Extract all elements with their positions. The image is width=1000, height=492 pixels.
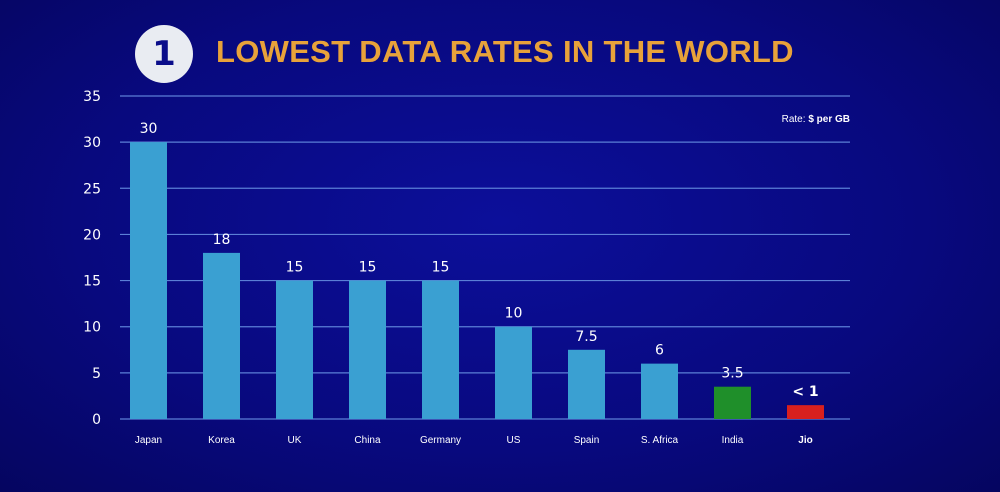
rate-note-unit: $ per GB bbox=[808, 114, 850, 125]
data-label: 15 bbox=[359, 260, 377, 276]
x-tick-label: UK bbox=[288, 435, 302, 446]
x-tick-label: S. Africa bbox=[641, 435, 679, 446]
y-tick-label: 30 bbox=[83, 135, 101, 151]
bar-china bbox=[349, 280, 386, 419]
slide-number-badge: 1 bbox=[135, 25, 193, 83]
data-label: 18 bbox=[213, 232, 231, 248]
data-label: 15 bbox=[286, 260, 304, 276]
y-axis-ticks: 0 5 10 15 20 25 30 35 bbox=[83, 89, 101, 428]
x-tick-label: Jio bbox=[798, 435, 812, 446]
data-label: 30 bbox=[140, 121, 158, 137]
bar-jio bbox=[787, 405, 824, 419]
data-label: 6 bbox=[655, 343, 664, 359]
rate-unit-note: Rate: $ per GB bbox=[782, 114, 850, 125]
data-label: 7.5 bbox=[575, 329, 597, 345]
x-tick-label: India bbox=[722, 435, 744, 446]
chart-title: LOWEST DATA RATES IN THE WORLD bbox=[216, 34, 794, 69]
x-tick-label: Germany bbox=[420, 435, 461, 446]
x-tick-label: Japan bbox=[135, 435, 162, 446]
bar-germany bbox=[422, 280, 459, 419]
data-label: 10 bbox=[505, 306, 523, 322]
bar-uk bbox=[276, 280, 313, 419]
x-tick-label: US bbox=[507, 435, 521, 446]
y-tick-label: 35 bbox=[83, 89, 101, 105]
x-tick-label: Spain bbox=[574, 435, 600, 446]
y-tick-label: 25 bbox=[83, 181, 101, 197]
data-labels: 30 18 15 15 15 10 7.5 6 3.5 < 1 bbox=[140, 121, 819, 400]
y-tick-label: 5 bbox=[92, 366, 101, 382]
data-label: < 1 bbox=[792, 384, 818, 400]
x-tick-label: Korea bbox=[208, 435, 235, 446]
bar-us bbox=[495, 326, 532, 419]
bar-japan bbox=[130, 142, 167, 419]
x-axis-labels: Japan Korea UK China Germany US Spain S. Africa… bbox=[135, 435, 813, 446]
bar-india bbox=[714, 386, 751, 419]
data-label: 3.5 bbox=[721, 366, 743, 382]
rate-note-prefix: Rate: bbox=[782, 114, 809, 125]
bars bbox=[130, 142, 824, 419]
bar-korea bbox=[203, 252, 240, 419]
data-label: 15 bbox=[432, 260, 450, 276]
y-tick-label: 0 bbox=[92, 412, 101, 428]
y-tick-label: 15 bbox=[83, 274, 101, 290]
y-tick-label: 20 bbox=[83, 227, 101, 243]
bar-s-africa bbox=[641, 363, 678, 419]
y-tick-label: 10 bbox=[83, 320, 101, 336]
x-tick-label: China bbox=[354, 435, 381, 446]
bar-spain bbox=[568, 349, 605, 419]
